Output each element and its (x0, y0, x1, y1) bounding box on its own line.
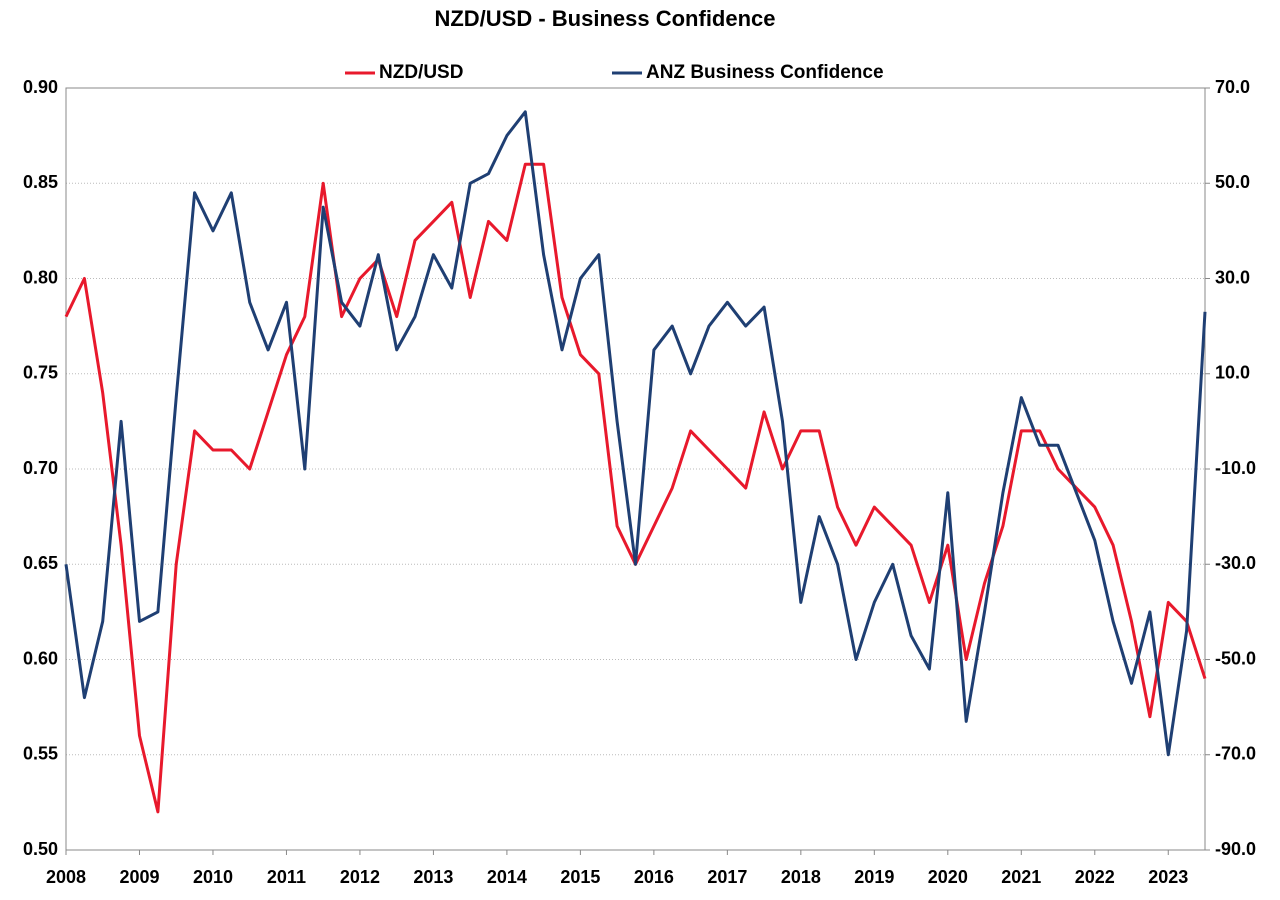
x-tick-label: 2017 (707, 867, 747, 887)
plot-frame (65, 87, 1206, 851)
y-tick-label: 0.90 (23, 77, 58, 97)
y-tick-label: 0.50 (23, 839, 58, 859)
y2-tick-label: 30.0 (1215, 267, 1250, 287)
y2-tick-label: -90.0 (1215, 839, 1256, 859)
y2-tick-label: 70.0 (1215, 77, 1250, 97)
x-tick-label: 2016 (634, 867, 674, 887)
x-tick-label: 2022 (1075, 867, 1115, 887)
x-tick-label: 2009 (119, 867, 159, 887)
x-tick-label: 2010 (193, 867, 233, 887)
chart-title: NZD/USD - Business Confidence (434, 6, 775, 31)
y2-tick-label: 50.0 (1215, 172, 1250, 192)
x-tick-label: 2013 (413, 867, 453, 887)
legend-label: NZD/USD (379, 62, 463, 83)
x-tick-label: 2015 (560, 867, 600, 887)
legend-label: ANZ Business Confidence (646, 62, 884, 83)
y-tick-label: 0.55 (23, 744, 58, 764)
y-tick-label: 0.85 (23, 172, 58, 192)
x-tick-label: 2012 (340, 867, 380, 887)
y2-tick-label: -30.0 (1215, 553, 1256, 573)
x-tick-label: 2008 (46, 867, 86, 887)
x-tick-label: 2018 (781, 867, 821, 887)
x-tick-label: 2011 (267, 867, 306, 887)
y-tick-label: 0.70 (23, 458, 58, 478)
x-tick-label: 2020 (928, 867, 968, 887)
y-tick-label: 0.75 (23, 363, 58, 383)
y2-tick-label: -50.0 (1215, 648, 1256, 668)
x-tick-label: 2023 (1148, 867, 1188, 887)
x-tick-label: 2014 (487, 867, 527, 887)
y2-tick-label: -70.0 (1215, 744, 1256, 764)
y-tick-label: 0.80 (23, 267, 58, 287)
y2-tick-label: -10.0 (1215, 458, 1256, 478)
y2-tick-label: 10.0 (1215, 363, 1250, 383)
y-tick-label: 0.60 (23, 648, 58, 668)
series-line (64, 110, 1207, 757)
y-tick-label: 0.65 (23, 553, 58, 573)
x-tick-label: 2021 (1001, 867, 1041, 887)
series-line (64, 162, 1207, 814)
x-tick-label: 2019 (854, 867, 894, 887)
